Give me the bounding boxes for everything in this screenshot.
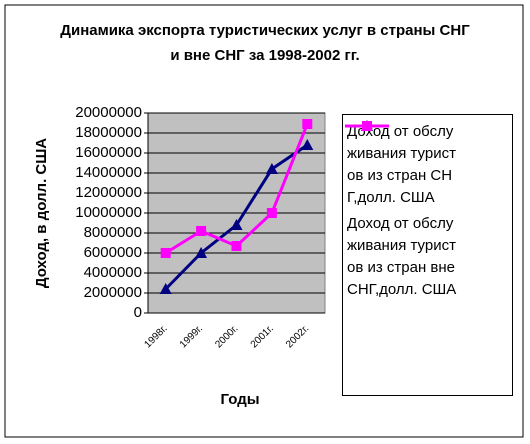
marker [265,163,278,174]
marker [302,119,313,129]
marker [266,208,277,218]
x-tick-label: 2001г. [249,323,276,350]
y-tick-label: 10000000 [75,204,142,221]
y-tick-label: 2000000 [84,284,142,301]
y-tick-label: 6000000 [84,244,142,261]
marker [160,248,171,258]
y-tick-label: 14000000 [75,164,142,181]
marker [362,121,372,131]
x-tick-label: 1998г. [142,323,169,350]
legend-label: Доход от обслуживания туристов из стран … [347,215,457,298]
y-tick-label: 0 [134,304,142,321]
y-tick-label: 8000000 [84,224,142,241]
y-tick-label: 12000000 [75,184,142,201]
y-tick-label: 18000000 [75,124,142,141]
marker [196,226,207,236]
legend-item: Доход от обслуживания туристов из стран … [345,121,508,301]
x-tick-label: 2002г. [284,323,311,350]
legend-swatch [345,121,389,131]
marker [231,241,242,251]
chart-title: Динамика экспорта туристических услуг в … [60,22,470,64]
marker [159,283,172,294]
legend-label: Доход от обслуживания туристов из стран … [347,123,456,206]
chart-border [4,4,524,438]
y-axis-label: Доход, в долл. США [33,138,50,288]
legend: Доход от обслуживания туристов из стран … [342,114,513,396]
y-tick-label: 20000000 [75,104,142,121]
x-axis-label: Годы [220,391,259,408]
y-tick-label: 4000000 [84,264,142,281]
marker [195,247,208,258]
marker [301,139,314,150]
y-tick-label: 16000000 [75,144,142,161]
x-tick-label: 2000г. [213,323,240,350]
x-tick-label: 1999г. [178,323,205,350]
marker [230,219,243,230]
